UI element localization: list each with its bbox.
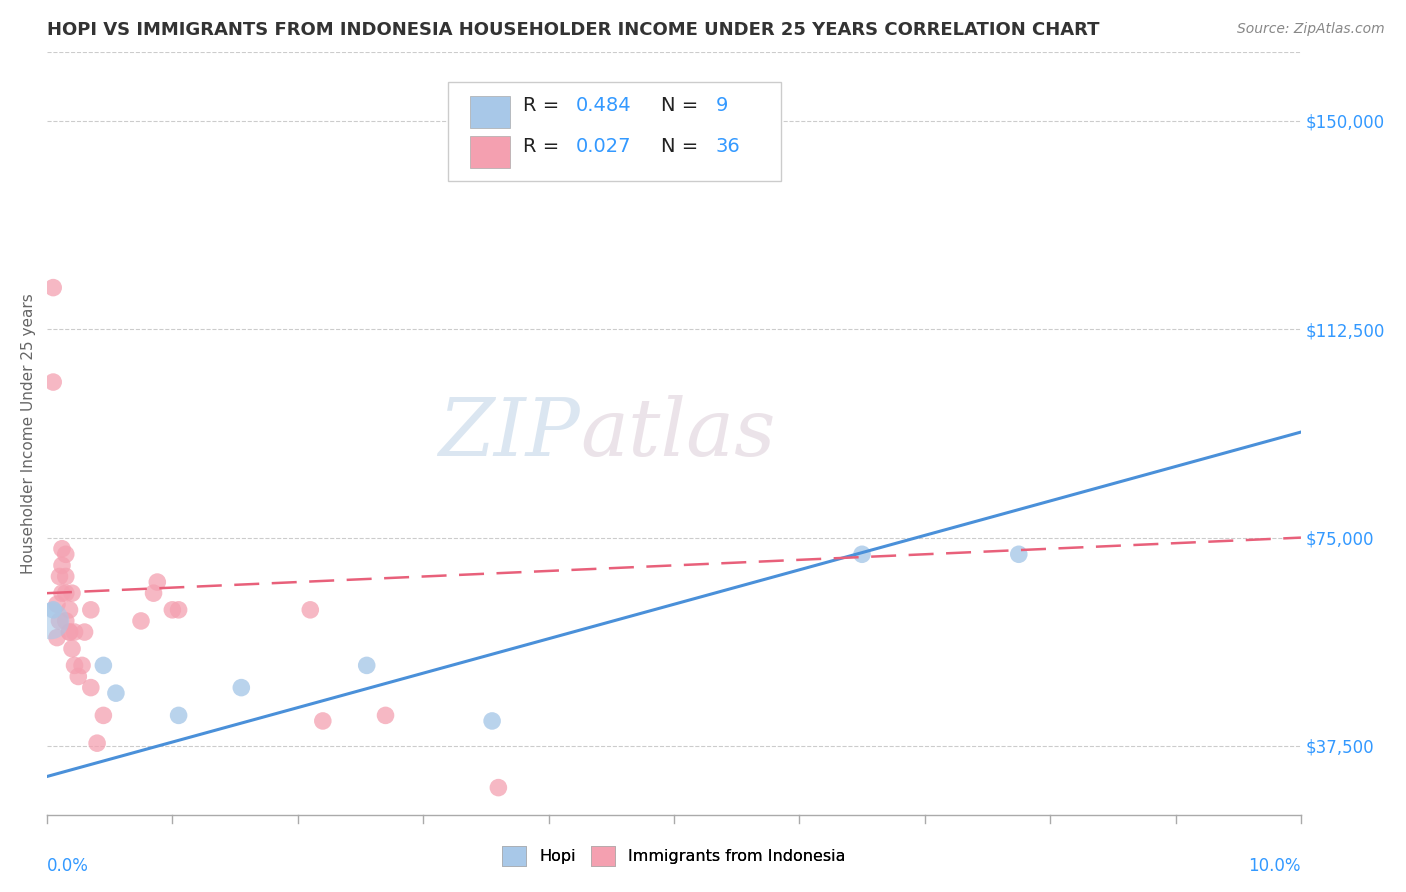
FancyBboxPatch shape	[470, 95, 509, 128]
Point	[146, 575, 169, 590]
Point	[129, 614, 152, 628]
Point	[55, 569, 77, 583]
Point	[63, 625, 86, 640]
FancyBboxPatch shape	[449, 82, 780, 181]
Point	[55, 586, 77, 600]
Point	[46, 631, 69, 645]
Point	[93, 708, 115, 723]
Text: R =: R =	[523, 96, 567, 115]
Text: 0.484: 0.484	[576, 96, 631, 115]
Text: 0.0%: 0.0%	[46, 857, 89, 875]
Point	[93, 658, 115, 673]
Point	[51, 586, 73, 600]
Point	[167, 708, 190, 723]
Text: 10.0%: 10.0%	[1249, 857, 1301, 875]
Text: R =: R =	[523, 136, 567, 156]
Point	[167, 603, 190, 617]
Text: Source: ZipAtlas.com: Source: ZipAtlas.com	[1237, 22, 1385, 37]
Point	[58, 603, 80, 617]
Point	[60, 586, 83, 600]
Point	[63, 658, 86, 673]
Point	[104, 686, 127, 700]
Point	[46, 597, 69, 611]
Point	[60, 641, 83, 656]
Point	[162, 603, 184, 617]
Point	[58, 625, 80, 640]
Point	[51, 558, 73, 573]
Text: N =: N =	[661, 136, 704, 156]
Point	[58, 625, 80, 640]
Point	[142, 586, 165, 600]
Text: N =: N =	[661, 96, 704, 115]
Point	[86, 736, 108, 750]
Point	[73, 625, 96, 640]
Point	[55, 547, 77, 561]
Point	[374, 708, 396, 723]
Point	[48, 614, 70, 628]
Point	[481, 714, 503, 728]
Text: atlas: atlas	[579, 394, 775, 472]
Legend: Hopi, Immigrants from Indonesia: Hopi, Immigrants from Indonesia	[496, 840, 852, 872]
Point	[486, 780, 509, 795]
Point	[1008, 547, 1031, 561]
Point	[42, 603, 65, 617]
Point	[312, 714, 335, 728]
Point	[67, 669, 90, 683]
Point	[299, 603, 322, 617]
Point	[39, 614, 62, 628]
Point	[48, 569, 70, 583]
Y-axis label: Householder Income Under 25 years: Householder Income Under 25 years	[21, 293, 35, 574]
Point	[51, 541, 73, 556]
Point	[851, 547, 873, 561]
Text: 36: 36	[716, 136, 740, 156]
Point	[356, 658, 378, 673]
Point	[70, 658, 93, 673]
Point	[231, 681, 253, 695]
Text: 0.027: 0.027	[576, 136, 631, 156]
Point	[42, 375, 65, 389]
Text: 9: 9	[716, 96, 728, 115]
Text: HOPI VS IMMIGRANTS FROM INDONESIA HOUSEHOLDER INCOME UNDER 25 YEARS CORRELATION : HOPI VS IMMIGRANTS FROM INDONESIA HOUSEH…	[46, 21, 1099, 39]
Point	[80, 603, 103, 617]
Point	[80, 681, 103, 695]
Point	[55, 614, 77, 628]
FancyBboxPatch shape	[470, 136, 509, 169]
Text: ZIP: ZIP	[439, 394, 579, 472]
Point	[42, 280, 65, 294]
